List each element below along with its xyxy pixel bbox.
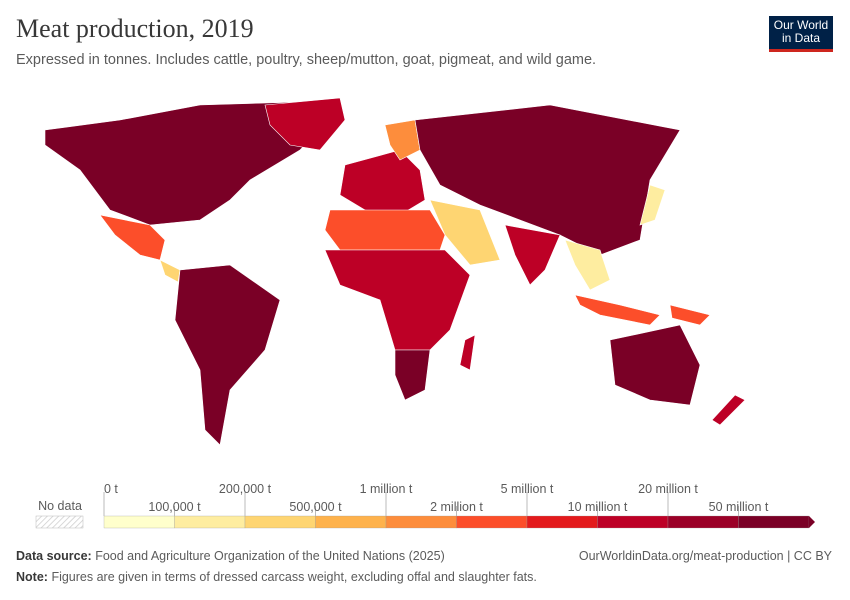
legend-bin-8 — [667, 515, 739, 529]
region-central-america[interactable] — [159, 259, 181, 283]
legend-label-top: 20 million t — [638, 482, 698, 496]
legend-label-top: 200,000 t — [219, 482, 272, 496]
region-new-zealand[interactable] — [711, 394, 746, 426]
legend-bin-1 — [174, 515, 246, 529]
legend-bin-7 — [597, 515, 669, 529]
legend-label-top: 0 t — [104, 482, 118, 496]
region-south-america[interactable] — [174, 264, 281, 446]
region-scandinavia[interactable] — [384, 119, 421, 161]
region-madagascar[interactable] — [459, 334, 476, 371]
legend-label-bottom: 2 million t — [430, 500, 483, 514]
owid-logo[interactable]: Our World in Data — [769, 16, 833, 52]
legend-label-top: 1 million t — [360, 482, 413, 496]
region-greenland[interactable] — [264, 97, 346, 151]
legend-bin-5 — [456, 515, 528, 529]
no-data-label: No data — [38, 499, 82, 513]
legend-bin-2 — [244, 515, 316, 529]
source-text: Food and Agriculture Organization of the… — [95, 549, 445, 563]
legend-bin-4 — [385, 515, 457, 529]
chart-title: Meat production, 2019 — [16, 14, 254, 43]
note-text: Figures are given in terms of dressed ca… — [51, 570, 537, 584]
legend-bin-6 — [526, 515, 598, 529]
region-southeast-asia[interactable] — [564, 239, 611, 291]
legend-label-bottom: 10 million t — [568, 500, 628, 514]
legend-label-bottom: 50 million t — [709, 500, 769, 514]
legend-arrow — [809, 516, 815, 528]
note: Note: Figures are given in terms of dres… — [16, 570, 537, 584]
note-label: Note: — [16, 570, 48, 584]
source-url[interactable]: OurWorldinData.org/meat-production | CC … — [578, 549, 832, 563]
legend-bin-3 — [315, 515, 387, 529]
region-europe[interactable] — [339, 149, 426, 216]
no-data-swatch — [35, 515, 84, 529]
legend: No data 0 t 200,000 t 1 million t 5 million … — [35, 482, 815, 529]
region-japan[interactable] — [639, 184, 666, 226]
region-india[interactable] — [504, 224, 561, 286]
region-southern-africa[interactable] — [394, 349, 431, 401]
region-north-africa[interactable] — [324, 209, 446, 251]
region-indonesia[interactable] — [574, 294, 661, 326]
legend-bin-9 — [738, 515, 810, 529]
region-north-america[interactable] — [44, 101, 331, 226]
legend-label-bottom: 100,000 t — [148, 500, 201, 514]
legend-label-bottom: 500,000 t — [289, 500, 342, 514]
legend-label-top: 5 million t — [501, 482, 554, 496]
legend-bin-0 — [103, 515, 175, 529]
data-source: Data source: Food and Agriculture Organi… — [16, 549, 445, 563]
region-new-guinea[interactable] — [669, 304, 711, 326]
region-australia[interactable] — [609, 324, 701, 406]
source-label: Data source: — [16, 549, 92, 563]
chart-subtitle: Expressed in tonnes. Includes cattle, po… — [16, 52, 597, 68]
region-sub-saharan-africa[interactable] — [324, 249, 471, 351]
world-map[interactable] — [0, 90, 850, 450]
region-middle-east[interactable] — [429, 199, 501, 266]
